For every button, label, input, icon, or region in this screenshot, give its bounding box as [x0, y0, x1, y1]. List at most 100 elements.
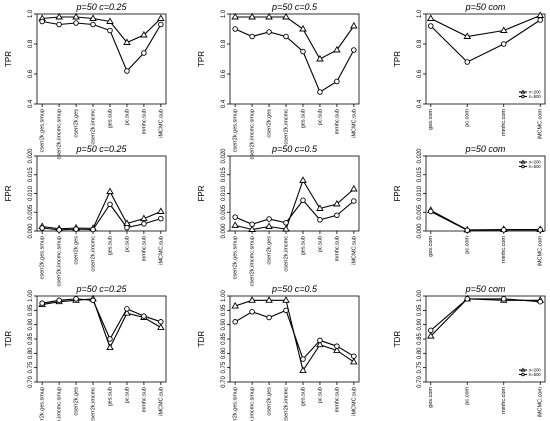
y-tick-label: 0.010	[221, 185, 227, 201]
data-point-triangle	[350, 184, 358, 192]
y-tick-label: 0.75	[28, 361, 34, 373]
series-line-2	[430, 211, 541, 231]
data-point-circle	[334, 78, 340, 85]
data-point-circle	[90, 297, 96, 304]
y-tick-label: 0.85	[28, 333, 34, 345]
y-tick-label: 0.80	[417, 347, 423, 359]
data-point-triangle	[299, 176, 307, 183]
x-tick-label: mmhc.com	[501, 387, 507, 414]
series-line-1	[42, 16, 162, 44]
data-point-triangle	[140, 30, 148, 38]
x-tick-label: iMCMC.sub	[158, 387, 164, 416]
y-tick-label: 1.00	[417, 290, 423, 302]
y-tick-label: 0.020	[28, 148, 34, 164]
data-point-circle	[56, 21, 62, 28]
data-point-circle	[317, 89, 323, 95]
data-point-triangle	[265, 12, 273, 20]
data-point-circle	[73, 20, 79, 26]
data-point-circle	[266, 216, 272, 222]
data-point-circle	[464, 296, 471, 302]
y-tick-label: 0.8	[221, 39, 227, 48]
legend-marker-triangle	[520, 159, 526, 164]
y-tick-label: 0.015	[28, 167, 34, 183]
panel-6: p=50 com FPR 0.000 0.005 0.010 0.015 0.020 ges.…	[393, 144, 546, 266]
y-tick-label: 0.75	[221, 361, 227, 373]
y-axis-label: FPR	[197, 185, 206, 201]
plot-frame	[229, 13, 360, 105]
panel-8: p=50 c=0.5 TDR 0.70 0.75 0.80 0.85 0.90 0.95 1.0…	[197, 284, 360, 421]
x-tick-label: ges.sub	[300, 109, 306, 128]
data-point-circle	[500, 227, 507, 233]
y-tick-label: 0.000	[417, 223, 423, 239]
data-point-circle	[39, 300, 45, 306]
data-point-circle	[283, 33, 289, 40]
x-tick-label: cserr2k.ges	[267, 387, 273, 416]
data-point-circle	[537, 17, 543, 23]
series-line-1	[430, 14, 541, 38]
legend-label: n=200	[529, 90, 541, 95]
x-tick-label: iMCMC.com	[538, 109, 544, 140]
y-tick-label: 0.85	[417, 333, 423, 345]
y-tick-label: 0.015	[221, 167, 227, 183]
data-point-circle	[107, 27, 113, 34]
y-tick-label: 0.010	[417, 185, 423, 201]
data-point-triangle	[157, 323, 165, 330]
data-point-circle	[283, 307, 289, 314]
panel-1: p=50 c=0.25 TPR 0.4 0.6 0.8 1.0 cserr2k.ges.sm…	[4, 2, 167, 159]
series-line-2	[42, 20, 162, 72]
data-point-circle	[90, 226, 96, 233]
x-tick-label: cserr2k.imcmc.smup	[250, 109, 256, 159]
y-tick-label: 0.015	[417, 167, 423, 183]
panel-2: p=50 c=0.5 TPR 0.4 0.6 0.8 1.0 cserr2k.ges.smu…	[197, 2, 360, 159]
data-point-triangle	[265, 296, 273, 303]
data-point-triangle	[333, 346, 341, 353]
y-tick-label: 1.0	[221, 9, 227, 18]
x-tick-label: mmhc.sub	[141, 109, 147, 134]
x-tick-label: cserr2k.imcmc.smup	[57, 236, 63, 286]
y-axis-label: TDR	[393, 331, 402, 348]
y-tick-label: 0.020	[417, 148, 423, 164]
y-tick-label: 0.90	[417, 318, 423, 330]
data-point-triangle	[157, 207, 165, 214]
y-tick-label: 0.020	[221, 148, 227, 164]
y-tick-label: 0.6	[28, 69, 34, 78]
data-point-triangle	[333, 45, 341, 53]
plot-frame	[425, 155, 546, 232]
x-tick-label: pc.sub	[124, 387, 130, 403]
x-tick-label: pc.com	[465, 109, 471, 127]
panel-title: p=50 com	[465, 2, 506, 12]
x-tick-label: iMCMC.sub	[351, 109, 357, 138]
panel-title: p=50 c=0.25	[75, 284, 127, 294]
x-tick-label: cserr2k.ges.smup	[40, 109, 46, 152]
panel-title: p=50 c=0.5	[271, 284, 318, 294]
y-tick-label: 1.00	[28, 290, 34, 302]
x-tick-label: cserr2k.imcmc	[283, 109, 289, 145]
data-point-triangle	[106, 343, 114, 351]
data-point-circle	[300, 48, 306, 55]
x-tick-label: ges.sub	[107, 109, 113, 128]
y-axis-label: TDR	[197, 331, 206, 348]
legend-marker-circle	[521, 94, 525, 99]
data-point-circle	[73, 226, 79, 232]
data-point-circle	[266, 29, 272, 35]
y-axis-label: FPR	[393, 185, 402, 201]
x-tick-label: pc.com	[465, 387, 471, 405]
x-tick-label: pc.sub	[124, 109, 130, 125]
plot-frame	[36, 13, 167, 105]
data-point-circle	[300, 356, 306, 362]
x-tick-label: iMCMC.sub	[158, 109, 164, 138]
data-point-circle	[141, 221, 147, 227]
panel-title: p=50 com	[465, 144, 506, 154]
data-point-circle	[317, 337, 323, 344]
x-tick-label: ges.sub	[107, 236, 113, 255]
x-tick-label: cserr2k.imcmc	[90, 236, 96, 272]
data-point-circle	[141, 50, 147, 56]
data-point-circle	[500, 41, 507, 47]
series-line-2	[430, 298, 541, 331]
data-point-circle	[464, 59, 471, 65]
x-tick-label: iMCMC.sub	[158, 236, 164, 265]
data-point-circle	[158, 319, 164, 325]
